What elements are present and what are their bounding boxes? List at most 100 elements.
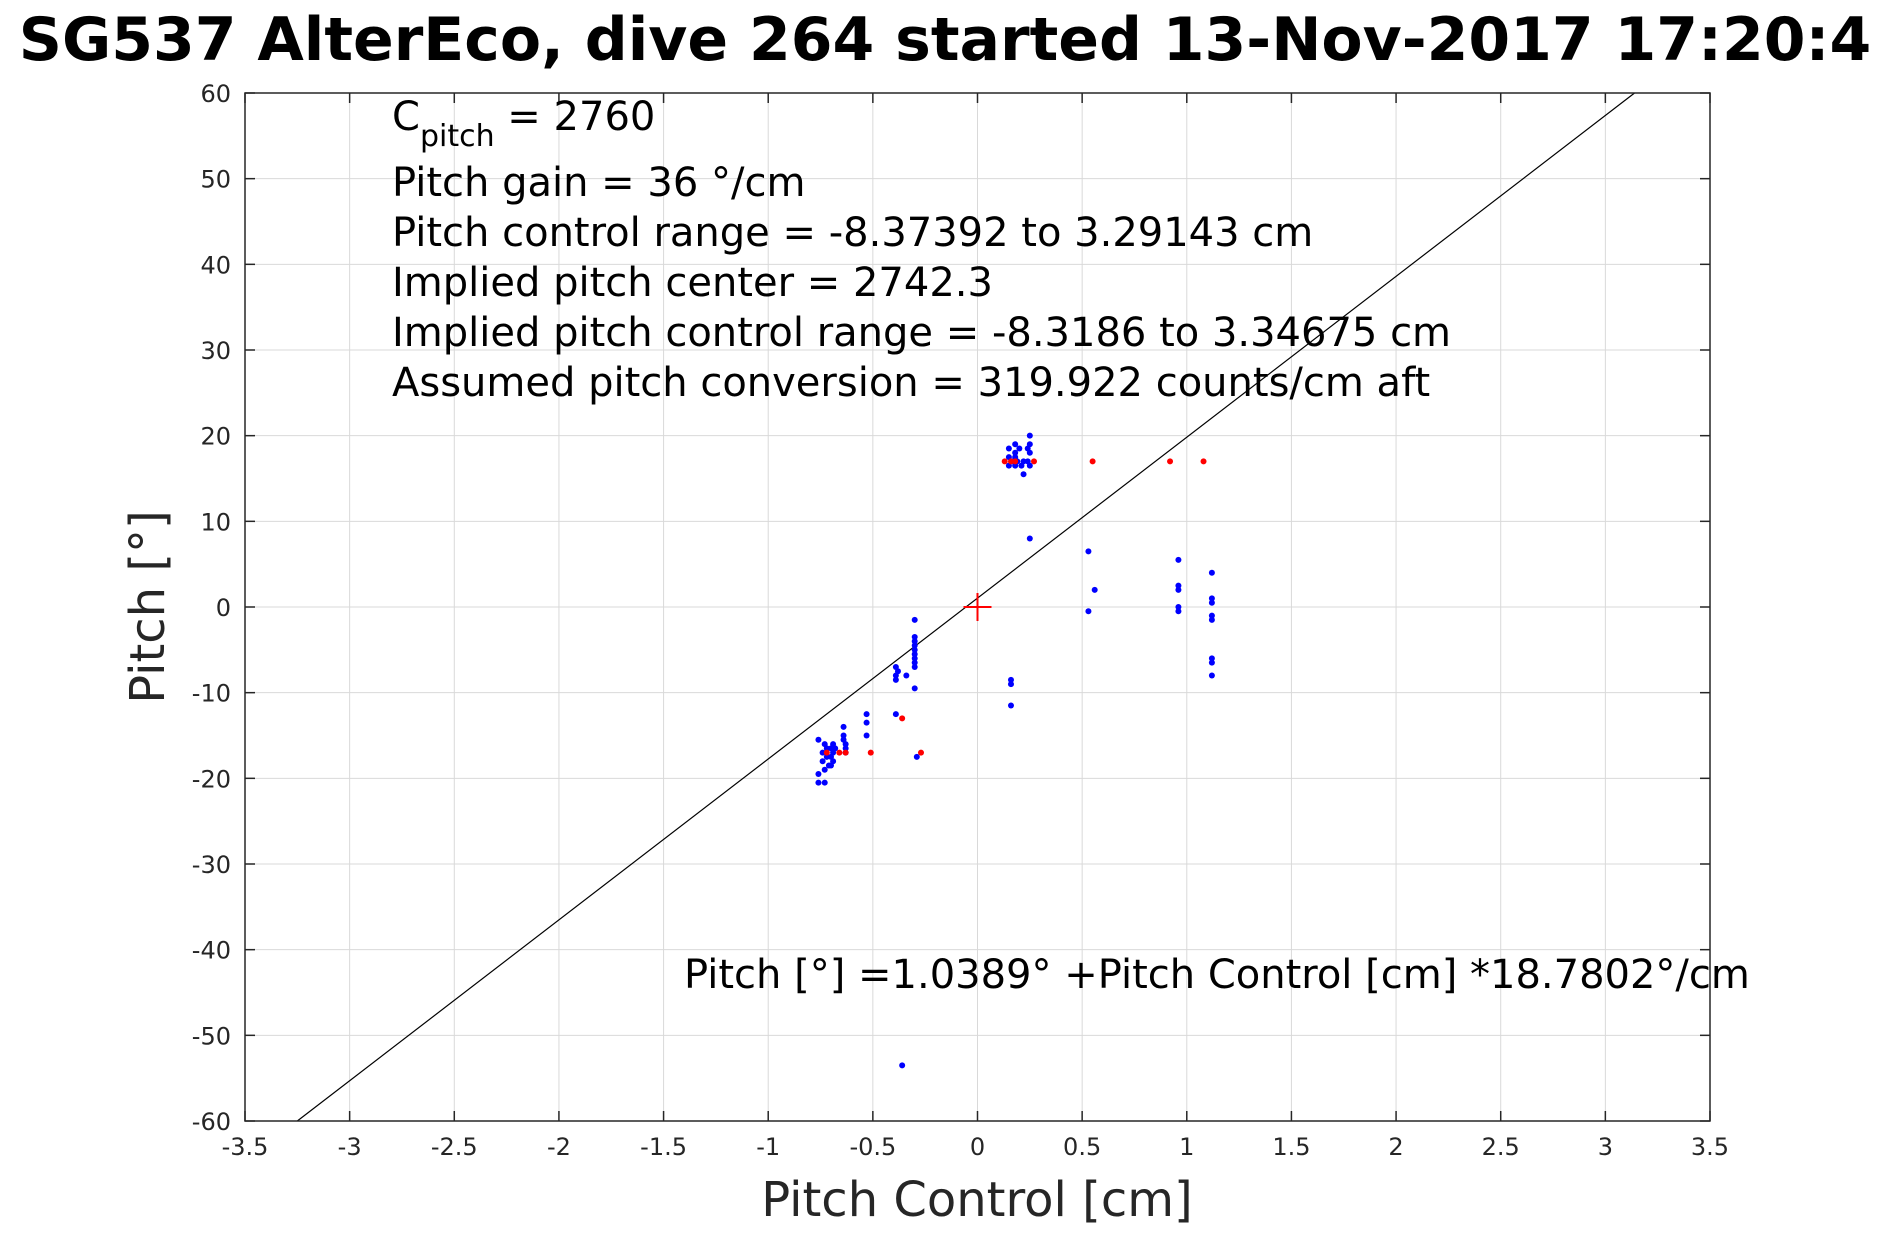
data-point xyxy=(1007,458,1014,465)
data-point xyxy=(1208,655,1215,662)
data-point xyxy=(863,711,870,718)
data-point xyxy=(823,753,830,760)
data-point xyxy=(1007,681,1014,688)
data-point xyxy=(1026,462,1033,469)
data-point xyxy=(1016,445,1023,452)
cpitch-prefix: C xyxy=(392,94,420,140)
y-tick-label: -60 xyxy=(192,1108,231,1136)
data-point xyxy=(1175,604,1182,610)
grid xyxy=(244,92,1711,1122)
data-point xyxy=(823,745,830,752)
data-point xyxy=(821,779,828,786)
x-tick-label: 3.5 xyxy=(1691,1133,1729,1161)
data-point xyxy=(1085,548,1092,555)
data-point xyxy=(1200,458,1207,465)
data-point xyxy=(840,732,847,739)
data-point xyxy=(1167,458,1174,465)
data-point xyxy=(1005,445,1012,452)
x-tick-label: 1.5 xyxy=(1272,1133,1310,1161)
data-point xyxy=(1012,449,1019,456)
y-tick-label: 60 xyxy=(200,80,231,108)
cpitch-value: = 2760 xyxy=(495,94,656,140)
x-tick-label: -2.5 xyxy=(431,1133,478,1161)
data-point xyxy=(1012,458,1019,465)
data-point xyxy=(1085,608,1092,615)
x-tick-label: 0 xyxy=(970,1133,985,1161)
data-point xyxy=(1208,659,1215,666)
data-point xyxy=(911,659,918,666)
y-tick-label: -30 xyxy=(192,851,231,879)
data-point xyxy=(1175,582,1182,589)
data-point xyxy=(1026,449,1033,456)
series-red xyxy=(823,458,1207,756)
y-tick-label: 20 xyxy=(200,423,231,451)
data-point xyxy=(832,745,839,752)
data-point xyxy=(1208,612,1215,619)
fit-equation-annotation: Pitch [°] =1.0389° +Pitch Control [cm] *… xyxy=(684,952,1750,998)
x-tick-label: 1 xyxy=(1179,1133,1194,1161)
data-point xyxy=(911,646,918,653)
y-tick-label: 0 xyxy=(216,594,231,622)
data-point xyxy=(899,1062,906,1069)
data-point xyxy=(1020,471,1027,478)
data-point xyxy=(894,668,901,675)
data-point xyxy=(823,749,830,756)
y-tick-label: -50 xyxy=(192,1022,231,1050)
implied-pitch-control-range-annotation: Implied pitch control range = -8.3186 to… xyxy=(392,310,1451,356)
data-point xyxy=(819,749,826,756)
data-point xyxy=(1175,608,1182,615)
data-point xyxy=(1001,458,1008,465)
data-point xyxy=(863,732,870,739)
y-tick-label: -20 xyxy=(192,765,231,793)
data-point xyxy=(911,642,918,649)
data-point xyxy=(1031,458,1038,465)
info-annotations: Cpitch = 2760 Pitch gain = 36 °/cm Pitch… xyxy=(392,94,1750,998)
data-point xyxy=(815,771,822,778)
x-tick-label: -0.5 xyxy=(849,1133,896,1161)
x-tick-label: 3 xyxy=(1598,1133,1613,1161)
data-point xyxy=(1175,556,1182,563)
y-tick-label: 30 xyxy=(200,337,231,365)
data-point xyxy=(830,758,837,765)
y-axis-label: Pitch [°] xyxy=(120,510,176,704)
x-tick-label: -1.5 xyxy=(640,1133,687,1161)
data-point xyxy=(1007,676,1014,683)
x-tick-label: 2.5 xyxy=(1482,1133,1520,1161)
data-point xyxy=(911,616,918,623)
x-axis-label: Pitch Control [cm] xyxy=(761,1172,1192,1228)
y-tick-label: 10 xyxy=(200,508,231,536)
axes xyxy=(244,92,1711,1122)
x-tick-label: -3 xyxy=(338,1133,362,1161)
data-point xyxy=(1208,599,1215,606)
series-blue xyxy=(815,432,1215,1069)
data-point xyxy=(867,749,874,756)
data-point xyxy=(1007,702,1014,709)
data-point xyxy=(911,651,918,658)
data-point xyxy=(1020,458,1027,465)
y-tick-label: -40 xyxy=(192,937,231,965)
data-point xyxy=(1026,535,1033,542)
data-point xyxy=(917,749,924,756)
data-point xyxy=(911,638,918,645)
x-tick-label: -3.5 xyxy=(222,1133,269,1161)
data-point xyxy=(911,633,918,640)
data-point xyxy=(892,711,899,718)
pitch-gain-annotation: Pitch gain = 36 °/cm xyxy=(392,160,805,206)
data-point xyxy=(903,672,910,679)
data-point xyxy=(842,745,849,752)
data-point xyxy=(840,723,847,730)
x-tick-label: 0.5 xyxy=(1063,1133,1101,1161)
data-point xyxy=(842,749,849,756)
y-tick-label: -10 xyxy=(192,680,231,708)
cpitch-annotation: Cpitch = 2760 xyxy=(392,94,655,154)
data-point xyxy=(911,655,918,662)
data-point xyxy=(892,676,899,683)
data-point xyxy=(821,766,828,773)
data-point xyxy=(1026,432,1033,439)
data-point xyxy=(1208,616,1215,623)
cpitch-subscript: pitch xyxy=(420,119,495,154)
data-point xyxy=(1208,672,1215,679)
data-point xyxy=(1091,586,1098,593)
